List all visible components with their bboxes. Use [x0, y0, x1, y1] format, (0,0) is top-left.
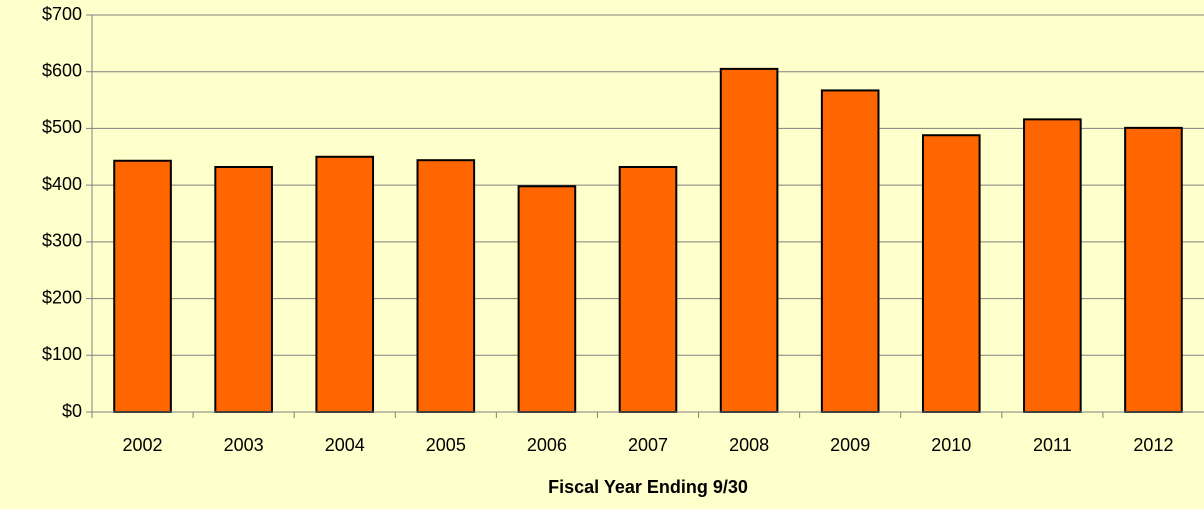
- y-tick-label: $700: [42, 4, 82, 24]
- bar: [113, 159, 172, 413]
- y-tick-label: $0: [62, 401, 82, 421]
- bar: [820, 89, 880, 414]
- y-tick-label: $300: [42, 231, 82, 251]
- y-tick-label: $600: [42, 60, 82, 80]
- x-tick-label: 2003: [224, 435, 264, 455]
- x-tick-label: 2004: [325, 435, 365, 455]
- x-tick-label: 2007: [628, 435, 668, 455]
- x-tick-label: 2008: [729, 435, 769, 455]
- y-tick-label: $100: [42, 344, 82, 364]
- bar: [416, 159, 476, 413]
- y-tick-label: $500: [42, 117, 82, 137]
- x-tick-label: 2002: [123, 435, 163, 455]
- bar: [921, 134, 981, 413]
- bar: [517, 185, 577, 413]
- x-tick-label: 2005: [426, 435, 466, 455]
- x-tick-label: 2011: [1033, 435, 1072, 455]
- x-tick-label: 2012: [1133, 435, 1173, 455]
- bar: [1023, 118, 1082, 414]
- y-tick-label: $200: [42, 287, 82, 307]
- bar: [214, 165, 273, 413]
- x-tick-label: 2009: [830, 435, 870, 455]
- bar: [1124, 126, 1183, 414]
- y-tick-label: $400: [42, 174, 82, 194]
- bar: [719, 67, 779, 413]
- x-tick-label: 2006: [527, 435, 567, 455]
- bar: [618, 165, 678, 413]
- bar: [315, 155, 375, 413]
- x-axis-title: Fiscal Year Ending 9/30: [548, 477, 748, 497]
- x-tick-label: 2010: [931, 435, 971, 455]
